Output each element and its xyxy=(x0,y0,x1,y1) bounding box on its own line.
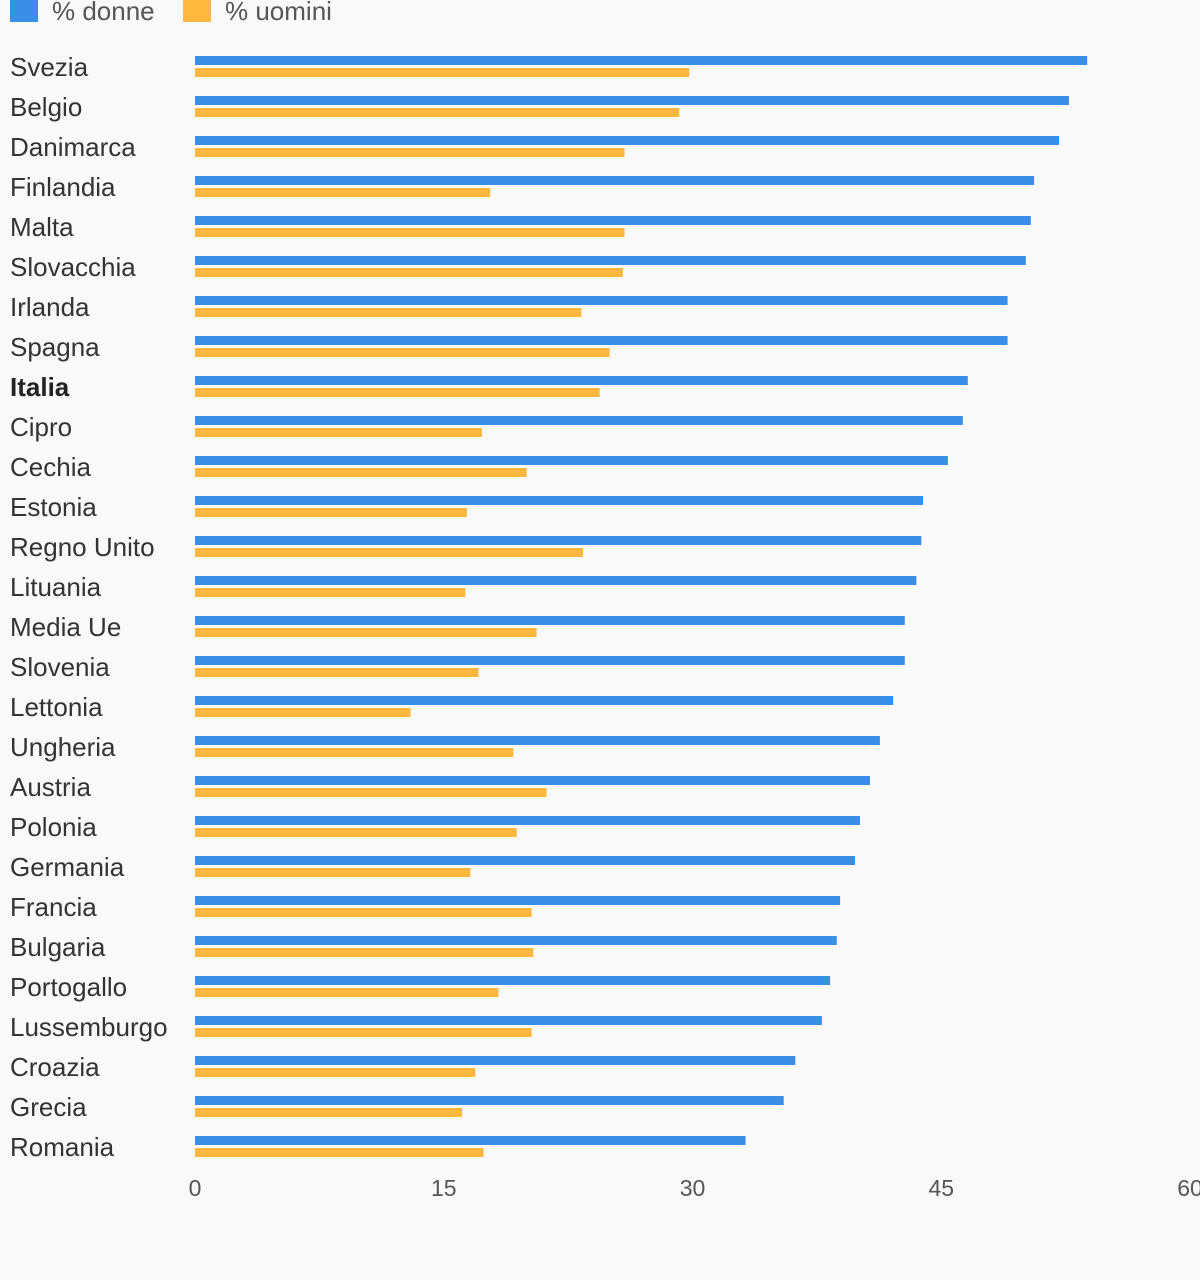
bar-donne xyxy=(195,416,963,425)
bar-uomini xyxy=(195,908,532,917)
bar-uomini xyxy=(195,988,499,997)
x-tick-label: 60 xyxy=(1177,1175,1200,1201)
bar-uomini xyxy=(195,508,467,517)
bar-uomini xyxy=(195,668,479,677)
bar-donne xyxy=(195,776,870,785)
legend-label-1: % donne xyxy=(52,0,155,26)
bar-uomini xyxy=(195,788,547,797)
bar-donne xyxy=(195,1016,822,1025)
bars xyxy=(195,56,1088,1157)
category-label: Irlanda xyxy=(10,292,90,322)
bar-donne xyxy=(195,896,841,905)
category-label: Francia xyxy=(10,892,97,922)
x-tick-label: 0 xyxy=(189,1175,202,1201)
bar-uomini xyxy=(195,388,600,397)
x-tick-label: 15 xyxy=(431,1175,457,1201)
bar-uomini xyxy=(195,468,527,477)
bar-donne xyxy=(195,936,837,945)
legend: % donne % uomini xyxy=(10,0,332,26)
bar-uomini xyxy=(195,228,625,237)
category-label: Slovenia xyxy=(10,652,110,682)
category-label: Germania xyxy=(10,852,125,882)
category-label: Malta xyxy=(10,212,74,242)
category-label: Danimarca xyxy=(10,132,136,162)
x-tick-label: 45 xyxy=(928,1175,954,1201)
bar-donne xyxy=(195,1136,746,1145)
bar-donne xyxy=(195,456,948,465)
bar-uomini xyxy=(195,268,623,277)
bar-donne xyxy=(195,296,1008,305)
category-label: Spagna xyxy=(10,332,100,362)
category-label: Lituania xyxy=(10,572,102,602)
bar-donne xyxy=(195,1096,784,1105)
bar-uomini xyxy=(195,1028,532,1037)
category-label: Estonia xyxy=(10,492,97,522)
category-label: Croazia xyxy=(10,1052,100,1082)
bar-uomini xyxy=(195,588,466,597)
bar-donne xyxy=(195,656,905,665)
bar-uomini xyxy=(195,188,491,197)
category-label: Regno Unito xyxy=(10,532,155,562)
bar-donne xyxy=(195,96,1069,105)
bar-uomini xyxy=(195,708,411,717)
category-label: Romania xyxy=(10,1132,115,1162)
bar-uomini xyxy=(195,428,482,437)
bar-uomini xyxy=(195,108,680,117)
bar-donne xyxy=(195,136,1059,145)
bar-uomini xyxy=(195,1068,476,1077)
bar-uomini xyxy=(195,628,537,637)
bar-uomini xyxy=(195,868,471,877)
bar-donne xyxy=(195,256,1026,265)
category-label: Finlandia xyxy=(10,172,116,202)
bar-donne xyxy=(195,616,905,625)
bar-donne xyxy=(195,56,1088,65)
bar-donne xyxy=(195,856,856,865)
bar-donne xyxy=(195,696,894,705)
bar-donne xyxy=(195,336,1008,345)
bar-uomini xyxy=(195,68,690,77)
bar-uomini xyxy=(195,1148,484,1157)
category-label: Bulgaria xyxy=(10,932,106,962)
category-label: Lettonia xyxy=(10,692,103,722)
category-label: Svezia xyxy=(10,52,89,82)
bar-uomini xyxy=(195,308,582,317)
bar-donne xyxy=(195,976,831,985)
category-label: Austria xyxy=(10,772,91,802)
bar-uomini xyxy=(195,548,584,557)
bar-uomini xyxy=(195,348,610,357)
bar-uomini xyxy=(195,948,534,957)
bar-uomini xyxy=(195,1108,462,1117)
bar-uomini xyxy=(195,148,625,157)
category-labels: Svezia Belgio Danimarca Finlandia Malta Slova… xyxy=(10,52,168,1162)
category-label: Italia xyxy=(10,372,70,402)
bar-donne xyxy=(195,536,922,545)
legend-swatch-2 xyxy=(183,0,211,22)
category-label: Portogallo xyxy=(10,972,127,1002)
bar-donne xyxy=(195,496,924,505)
bar-donne xyxy=(195,1056,796,1065)
legend-swatch-1 xyxy=(10,0,38,22)
bar-donne xyxy=(195,736,880,745)
bar-donne xyxy=(195,216,1031,225)
category-label: Lussemburgo xyxy=(10,1012,168,1042)
category-label: Slovacchia xyxy=(10,252,136,282)
category-label: Grecia xyxy=(10,1092,87,1122)
legend-label-2: % uomini xyxy=(225,0,332,26)
x-tick-label: 30 xyxy=(680,1175,706,1201)
category-label: Cechia xyxy=(10,452,91,482)
category-label: Cipro xyxy=(10,412,72,442)
bar-donne xyxy=(195,576,917,585)
category-label: Ungheria xyxy=(10,732,116,762)
bar-donne xyxy=(195,816,860,825)
x-axis: 0 15 30 45 60 xyxy=(189,1175,1200,1201)
category-label: Belgio xyxy=(10,92,82,122)
category-label: Polonia xyxy=(10,812,97,842)
bar-uomini xyxy=(195,748,514,757)
bar-donne xyxy=(195,376,968,385)
bar-donne xyxy=(195,176,1035,185)
category-label: Media Ue xyxy=(10,612,121,642)
bar-uomini xyxy=(195,828,517,837)
